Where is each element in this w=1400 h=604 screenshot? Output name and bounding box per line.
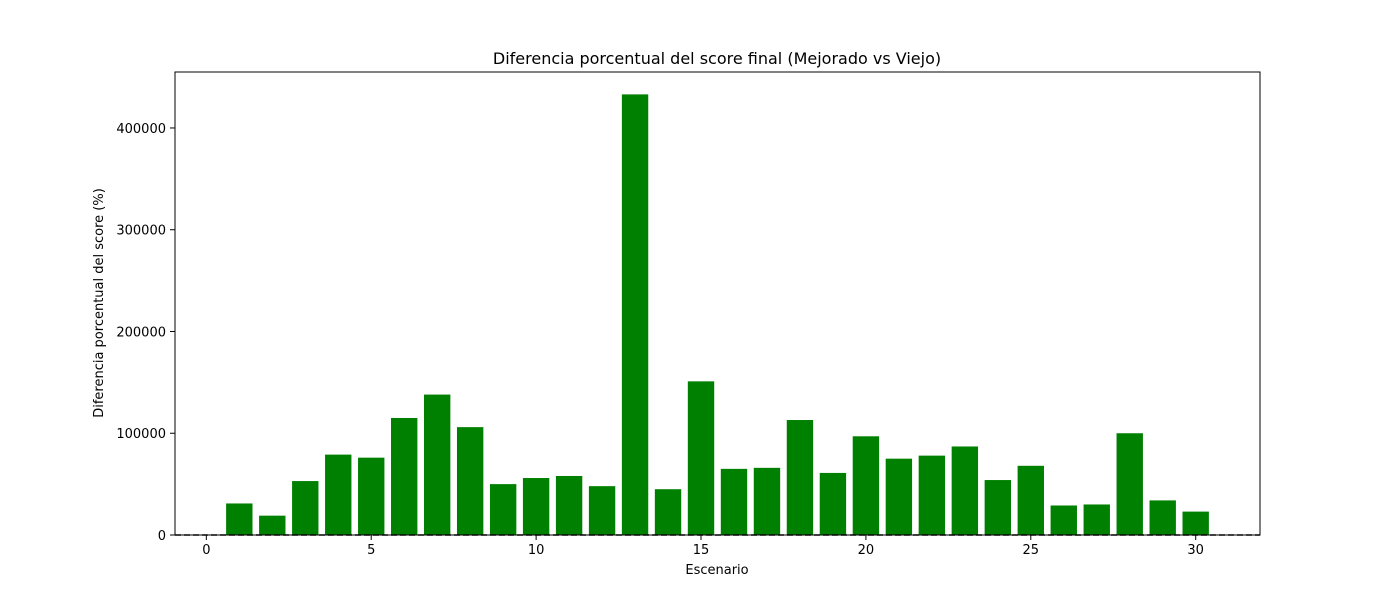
bar-escenario-16 [720,468,748,535]
y-tick-label: 200000 [116,325,166,340]
bar-escenario-1 [226,503,253,535]
bar-escenario-10 [522,478,550,535]
bar-escenario-2 [259,515,286,535]
bar-escenario-27 [1083,504,1110,535]
bar-escenario-19 [819,472,847,535]
bar-escenario-5 [358,457,385,535]
x-tick-label: 0 [202,543,210,558]
x-tick-label: 30 [1187,543,1204,558]
bar-escenario-18 [786,420,814,535]
x-tick-label: 10 [528,543,545,558]
bar-escenario-21 [885,458,913,535]
bar-escenario-12 [588,486,616,535]
x-tick-label: 15 [693,543,710,558]
bar-escenario-24 [984,480,1012,535]
bar-escenario-17 [753,467,781,535]
y-axis-label: Diferencia porcentual del score (%) [92,188,107,418]
bar-escenario-30 [1182,511,1209,535]
y-tick-label: 100000 [116,427,166,442]
x-ticks: 0 5 10 15 20 25 30 [202,535,1204,558]
bar-escenario-9 [489,484,517,535]
x-tick-label: 20 [858,543,875,558]
bar-escenario-6 [391,417,418,535]
bar-escenario-29 [1149,500,1176,535]
y-tick-label: 300000 [116,224,166,239]
bar-escenario-4 [325,454,352,535]
bar-escenario-28 [1116,433,1143,535]
y-ticks: 0 100000 200000 300000 400000 [116,122,175,544]
bars-layer [226,94,1209,535]
bar-escenario-14 [654,489,682,535]
bar-escenario-22 [918,455,946,535]
bar-escenario-8 [456,427,484,535]
bar-escenario-3 [292,481,319,535]
bar-escenario-26 [1050,505,1077,535]
bar-escenario-23 [951,446,979,535]
bar-escenario-15 [687,381,715,535]
chart-title: Diferencia porcentual del score final (M… [493,49,941,68]
bar-escenario-13 [621,94,649,535]
x-tick-label: 25 [1023,543,1040,558]
bar-escenario-20 [852,436,880,535]
bar-escenario-7 [423,394,451,535]
bar-escenario-25 [1017,465,1044,535]
x-axis-label: Escenario [685,563,748,578]
y-tick-label: 400000 [116,122,166,137]
bar-escenario-11 [555,475,583,535]
plot-frame [174,71,1261,536]
y-tick-label: 0 [158,529,166,544]
x-tick-label: 5 [367,543,375,558]
